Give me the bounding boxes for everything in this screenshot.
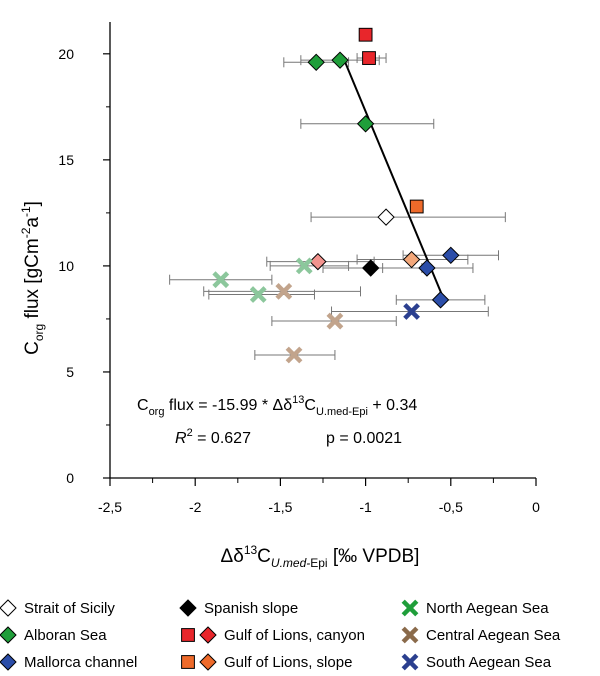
x-marker-stroke (401, 599, 419, 617)
legend-item: Gulf of Lions, canyon (178, 625, 365, 645)
legend-item: Strait of Sicily (0, 598, 115, 618)
legend-label: Central Aegean Sea (426, 626, 561, 644)
legend-item: Mallorca channel (0, 652, 137, 672)
data-point (402, 250, 421, 269)
legend: Strait of Sicily Spanish slope North Aegea… (0, 596, 600, 676)
legend-item: Gulf of Lions, slope (178, 652, 352, 672)
legend-marker (199, 653, 217, 671)
y-tick-label: 10 (58, 258, 74, 274)
legend-item: Central Aegean Sea (400, 625, 560, 645)
x-tick-label: -0,5 (439, 499, 463, 515)
legend-marker-icon (401, 626, 419, 644)
y-tick-label: 5 (66, 364, 74, 380)
legend-marker (401, 653, 419, 671)
data-point (331, 51, 349, 69)
x-tick-label: 0 (532, 499, 540, 515)
data-point (431, 291, 450, 309)
x-tick-label: -2 (189, 499, 202, 515)
data-point (295, 257, 313, 275)
x-axis-title: Δδ13CU.med-Epi [‰ VPDB] (221, 543, 420, 570)
data-point (309, 252, 327, 271)
legend-marker (0, 653, 17, 671)
p-value: p = 0.0021 (326, 430, 402, 447)
legend-item: Alboran Sea (0, 625, 107, 645)
regression-equation: Corg flux = -15.99 * Δδ13CU.med-Epi + 0.… (137, 394, 417, 418)
data-point (403, 303, 420, 320)
regression-line-group (344, 61, 444, 296)
data-point (307, 53, 325, 72)
y-tick-label: 20 (58, 46, 74, 62)
legend-marker (179, 599, 197, 617)
x-marker-stroke (401, 626, 419, 644)
x-tick-label: -1 (359, 499, 372, 515)
legend-marker (181, 628, 195, 642)
data-point (418, 259, 436, 277)
x-marker-stroke (249, 286, 267, 303)
legend-label: Alboran Sea (24, 626, 107, 644)
legend-marker-icon (401, 599, 419, 617)
data-point (249, 286, 267, 303)
data-point (362, 51, 376, 65)
r-squared: R2 = 0.627 (175, 427, 251, 447)
legend-item: South Aegean Sea (400, 652, 551, 672)
data-point (409, 199, 424, 214)
legend-marker-icon (0, 653, 17, 671)
y-tick-label: 15 (58, 152, 74, 168)
x-tick-label: -2,5 (98, 499, 122, 515)
legend-marker (401, 599, 419, 617)
data-points (212, 27, 460, 364)
data-point (326, 312, 344, 330)
error-bars (169, 53, 506, 360)
y-axis-title: Corg flux [gCm-2a-1] (19, 201, 46, 355)
axes: 0 5 10 15 20 -2,5 -2 -1,5 -1 -0,5 0 (58, 22, 540, 515)
data-point (377, 208, 395, 226)
x-marker-stroke (326, 312, 344, 330)
data-point (212, 271, 230, 289)
legend-label: Strait of Sicily (24, 599, 115, 617)
data-point (362, 259, 380, 277)
legend-marker (401, 626, 419, 644)
x-tick-label: -1,5 (268, 499, 292, 515)
data-point (285, 346, 303, 364)
legend-marker (181, 655, 195, 669)
legend-label: Gulf of Lions, slope (224, 653, 353, 671)
data-point (275, 282, 293, 300)
x-marker-stroke (275, 282, 293, 300)
legend-label: Gulf of Lions, canyon (224, 626, 365, 644)
legend-label: Mallorca channel (24, 653, 138, 671)
legend-marker-icon (401, 653, 419, 671)
y-tick-label: 0 (66, 470, 74, 486)
scatter-chart: 0 5 10 15 20 -2,5 -2 -1,5 -1 -0,5 0 Corg flux [gCm… (19, 22, 540, 570)
legend-marker-icon (0, 626, 17, 644)
legend-marker (0, 626, 17, 644)
legend-label: South Aegean Sea (426, 653, 552, 671)
x-marker-stroke (403, 303, 420, 320)
x-marker-stroke (285, 346, 303, 364)
legend-marker-icon (181, 626, 217, 644)
legend-item: Spanish slope (178, 598, 298, 618)
x-marker-stroke (401, 653, 419, 671)
legend-item: North Aegean Sea (400, 598, 549, 618)
regression-line (344, 61, 444, 296)
legend-marker (199, 626, 217, 644)
x-marker-stroke (212, 271, 230, 289)
legend-label: North Aegean Sea (426, 599, 549, 617)
data-point (358, 27, 373, 42)
data-point (356, 115, 375, 133)
data-point (442, 246, 460, 265)
legend-marker-icon (181, 653, 217, 671)
x-marker-stroke (295, 257, 313, 275)
legend-marker-icon (179, 599, 197, 617)
legend-marker (0, 599, 17, 617)
legend-label: Spanish slope (204, 599, 299, 617)
legend-marker-icon (0, 599, 17, 617)
